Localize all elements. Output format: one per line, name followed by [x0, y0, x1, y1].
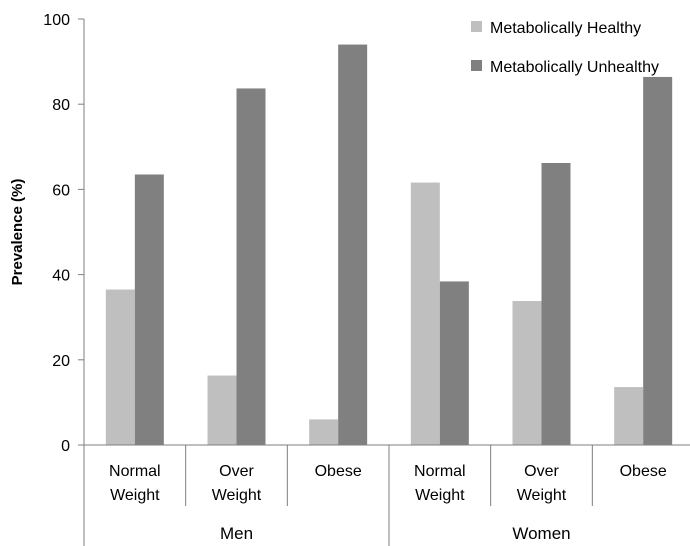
x-tick-label: Obese: [315, 463, 362, 480]
y-tick-label: 100: [43, 12, 70, 29]
y-axis: 0 20 40 60 80 100: [43, 12, 85, 455]
x-tick-label: Weight: [110, 487, 160, 504]
bars: [105, 44, 673, 446]
y-tick-label: 60: [52, 182, 70, 199]
y-tick-label: 40: [52, 268, 70, 285]
x-tick-label: Normal: [109, 463, 161, 480]
x-tick-label: Weight: [212, 487, 262, 504]
bar-unhealthy: [236, 88, 266, 446]
y-tick-label: 80: [52, 97, 70, 114]
x-tick-label: Normal: [414, 463, 466, 480]
y-tick-label: 0: [61, 438, 70, 455]
bar-unhealthy: [134, 174, 164, 446]
x-group-label: Women: [512, 524, 570, 543]
bar-healthy: [410, 182, 440, 446]
bar-healthy: [207, 375, 237, 445]
legend-label: Metabolically Unhealthy: [490, 59, 659, 76]
legend-swatch: [471, 60, 482, 71]
legend-swatch: [471, 21, 482, 32]
x-tick-label: Obese: [620, 463, 667, 480]
x-tick-label: Weight: [415, 487, 465, 504]
x-axis: Normal Weight Over Weight Obese Normal Weight O…: [83, 444, 690, 546]
legend: Metabolically Healthy Metabolically Unhea…: [471, 20, 659, 76]
bar-unhealthy: [541, 162, 571, 445]
bar-unhealthy: [338, 44, 368, 446]
legend-label: Metabolically Healthy: [490, 20, 641, 37]
y-tick-label: 20: [52, 353, 70, 370]
bar-healthy: [614, 387, 644, 445]
x-tick-label: Over: [219, 463, 254, 480]
bar-healthy: [105, 289, 135, 445]
bar-healthy: [309, 419, 339, 445]
bar-unhealthy: [643, 76, 673, 445]
y-axis-label: Prevalence (%): [9, 179, 26, 286]
x-tick-label: Weight: [517, 487, 567, 504]
x-group-label: Men: [220, 524, 253, 543]
x-tick-label: Over: [524, 463, 559, 480]
bar-healthy: [512, 301, 542, 445]
bar-unhealthy: [439, 281, 469, 445]
